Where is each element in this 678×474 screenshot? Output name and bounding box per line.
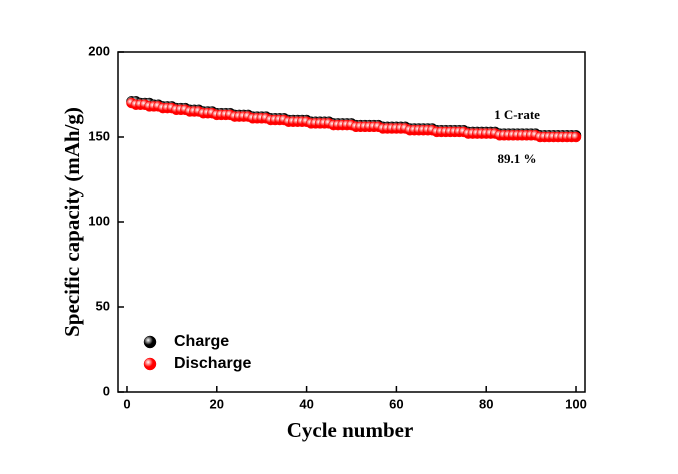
annotation: 89.1 % bbox=[498, 151, 537, 166]
legend-label: Charge bbox=[174, 333, 229, 350]
annotation: 1 C-rate bbox=[494, 107, 540, 122]
x-tick-label: 100 bbox=[565, 396, 587, 411]
y-tick-label: 50 bbox=[96, 298, 110, 313]
y-tick-label: 200 bbox=[88, 43, 110, 58]
legend-marker bbox=[143, 335, 157, 349]
x-tick-label: 40 bbox=[299, 396, 313, 411]
y-tick-label: 0 bbox=[103, 383, 110, 398]
x-tick-label: 20 bbox=[210, 396, 224, 411]
legend-label: Discharge bbox=[174, 355, 251, 372]
x-axis-label: Cycle number bbox=[287, 418, 414, 442]
y-tick-label: 150 bbox=[88, 128, 110, 143]
y-tick-label: 100 bbox=[88, 213, 110, 228]
x-tick-label: 60 bbox=[389, 396, 403, 411]
x-tick-label: 0 bbox=[123, 396, 130, 411]
y-axis-label: Specific capacity (mAh/g) bbox=[60, 107, 84, 337]
point bbox=[570, 131, 582, 143]
x-tick-label: 80 bbox=[479, 396, 493, 411]
legend-marker bbox=[143, 357, 157, 371]
